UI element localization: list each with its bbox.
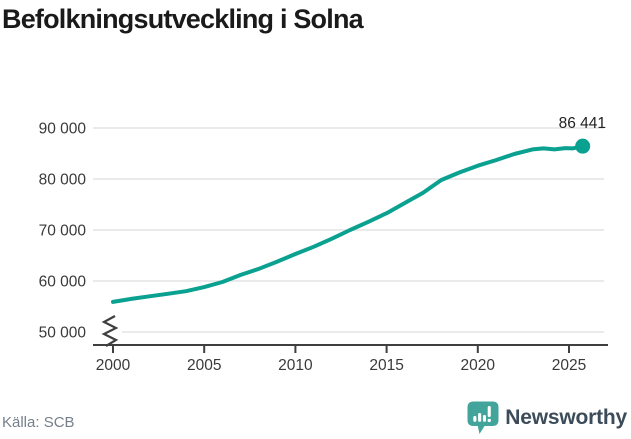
x-tick-label: 2005 [187,357,221,374]
source-note: Källa: SCB [2,414,75,431]
newsworthy-logo-icon [467,401,499,434]
x-tick-label: 2025 [552,357,586,374]
x-tick-label: 2020 [461,357,496,374]
x-tick-label: 2010 [278,357,313,374]
newsworthy-wordmark: Newsworthy [505,406,627,429]
newsworthy-branding: Newsworthy [467,401,627,435]
latest-point-dot [575,138,591,154]
x-tick-label: 2015 [369,357,403,374]
y-tick-label: 90 000 [39,121,87,138]
y-tick-label: 60 000 [39,274,87,291]
y-tick-label: 50 000 [39,325,87,342]
population-line [111,144,585,304]
y-tick-label: 70 000 [39,223,87,240]
x-tick-label: 2000 [96,357,131,374]
latest-value-label: 86 441 [559,115,606,132]
y-tick-label: 80 000 [39,172,87,189]
y-axis-break-icon [101,315,119,347]
chart-title: Befolkningsutveckling i Solna [2,4,364,34]
